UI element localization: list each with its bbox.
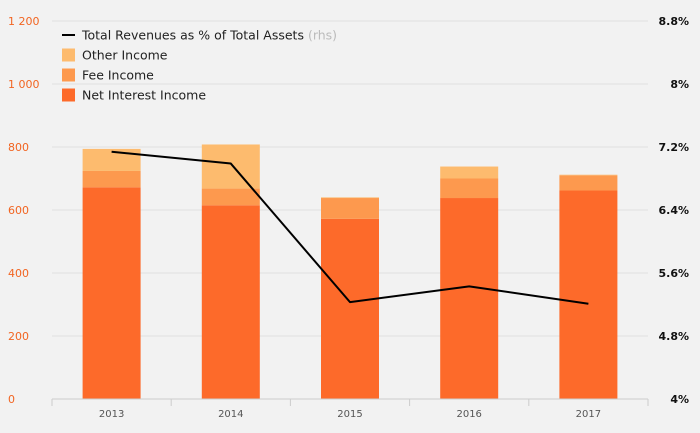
y-right-tick-label: 4%	[670, 393, 689, 406]
legend-label-suffix: (rhs)	[308, 28, 337, 43]
y-right-tick-label: 7.2%	[658, 141, 689, 154]
legend-swatch	[62, 68, 75, 82]
legend-label: Total Revenues as % of Total Assets (rhs…	[81, 28, 337, 43]
y-right-tick-label: 4.8%	[658, 330, 689, 343]
x-tick-label: 2014	[218, 409, 243, 420]
x-axis: 2013 2014 2015 2016 2017	[51, 398, 649, 420]
revenue-ratio-line-layer	[111, 150, 589, 305]
bar-fee-income-2013	[82, 170, 141, 188]
y-right-tick-label: 8.8%	[658, 15, 689, 28]
left-axis: 0 200 400 600 800 1 000 1 200	[8, 15, 40, 406]
legend-swatch	[62, 88, 75, 102]
y-right-tick-label: 8%	[670, 78, 689, 91]
bar-fee-income-2016	[440, 178, 499, 199]
bar-net-interest-income-2013	[82, 187, 141, 399]
y-left-tick-label: 600	[8, 204, 29, 217]
legend-label: Other Income	[82, 48, 168, 63]
bar-fee-income-2014	[201, 188, 260, 206]
bar-other-income-2015	[321, 197, 379, 199]
bar-other-income-2013	[82, 148, 141, 171]
bar-fee-income-2017	[559, 175, 618, 191]
bar-net-interest-income-2014	[201, 205, 260, 399]
revenue-ratio-line	[111, 150, 589, 305]
bar-net-interest-income-2017	[559, 190, 618, 399]
y-left-tick-label: 200	[8, 330, 29, 343]
bar-other-income-2014	[201, 144, 260, 189]
legend-label: Fee Income	[82, 68, 154, 83]
y-right-tick-label: 5.6%	[658, 267, 689, 280]
x-tick-label: 2016	[456, 409, 481, 420]
y-left-tick-label: 1 000	[8, 78, 40, 91]
legend-label: Net Interest Income	[82, 88, 206, 103]
y-left-tick-label: 800	[8, 141, 29, 154]
bar-net-interest-income-2016	[440, 198, 499, 399]
x-tick-label: 2013	[99, 409, 124, 420]
x-tick-label: 2015	[337, 409, 362, 420]
bar-net-interest-income-2015	[321, 218, 379, 399]
y-left-tick-label: 400	[8, 267, 29, 280]
right-axis: 4% 4.8% 5.6% 6.4% 7.2% 8% 8.8%	[658, 15, 689, 406]
bar-other-income-2016	[440, 166, 499, 179]
legend: Total Revenues as % of Total Assets (rhs…	[62, 28, 337, 103]
legend-swatch	[62, 48, 75, 62]
x-tick-label: 2017	[576, 409, 601, 420]
bars	[82, 144, 618, 399]
y-left-tick-label: 0	[8, 393, 15, 406]
bar-fee-income-2015	[321, 198, 379, 219]
y-left-tick-label: 1 200	[8, 15, 40, 28]
bar-other-income-2017	[559, 174, 618, 176]
y-right-tick-label: 6.4%	[658, 204, 689, 217]
